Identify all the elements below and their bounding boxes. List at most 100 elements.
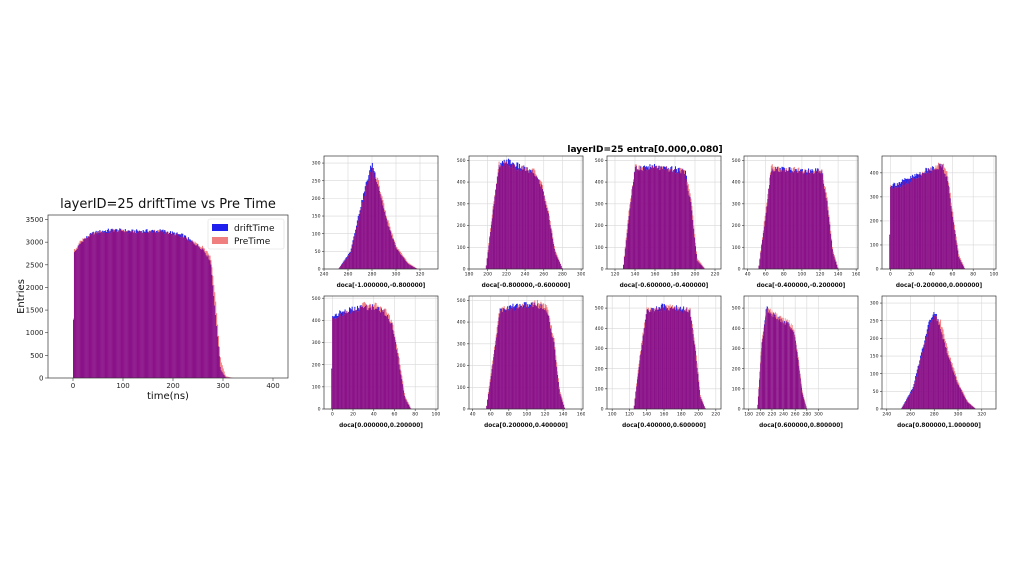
histogram-bar-excess bbox=[516, 162, 518, 171]
histogram-bar bbox=[374, 308, 376, 409]
histogram-bar-excess bbox=[804, 399, 805, 401]
histogram-bar-excess bbox=[919, 360, 921, 364]
histogram-bar-excess bbox=[789, 323, 790, 327]
y-tick-label: 100 bbox=[457, 385, 466, 391]
histogram-bar bbox=[110, 232, 112, 378]
histogram-bar bbox=[670, 169, 672, 269]
histogram-bar-excess bbox=[357, 307, 359, 312]
histogram-bar bbox=[646, 309, 648, 409]
histogram-bar bbox=[776, 168, 778, 269]
histogram-bar-excess bbox=[497, 169, 499, 173]
histogram-bar bbox=[652, 309, 654, 409]
y-tick-label: 100 bbox=[870, 371, 879, 377]
histogram-bar bbox=[504, 163, 506, 269]
histogram-bar bbox=[75, 249, 77, 378]
histogram-bar-excess bbox=[778, 167, 780, 172]
histogram-bar bbox=[641, 170, 643, 269]
y-tick-label: 200 bbox=[732, 366, 741, 372]
histogram-bar bbox=[218, 356, 220, 378]
histogram-bar bbox=[695, 360, 697, 409]
histogram-bar bbox=[678, 308, 680, 409]
histogram-bar bbox=[636, 379, 638, 409]
histogram-bar-excess bbox=[364, 301, 366, 307]
histogram-bar bbox=[654, 167, 656, 269]
histogram-bar bbox=[699, 396, 701, 409]
histogram-bar bbox=[550, 332, 552, 409]
histogram-bar bbox=[644, 327, 646, 409]
histogram-bar-excess bbox=[945, 341, 947, 347]
histogram-bar bbox=[356, 223, 358, 269]
histogram-bar bbox=[183, 237, 185, 378]
histogram-bar-excess bbox=[382, 200, 384, 206]
histogram-bar-excess bbox=[341, 263, 343, 264]
histogram-bar bbox=[932, 319, 934, 409]
histogram-bar bbox=[510, 167, 512, 269]
legend-label-drifttime: driftTime bbox=[234, 224, 275, 234]
histogram-bar bbox=[682, 312, 684, 409]
histogram-bar bbox=[551, 233, 553, 269]
histogram-bar-excess bbox=[106, 229, 108, 232]
histogram-bar bbox=[219, 366, 221, 378]
histogram-bar-excess bbox=[515, 305, 517, 311]
histogram-bar bbox=[826, 200, 828, 269]
histogram-bar-excess bbox=[757, 395, 759, 397]
histogram-bar bbox=[546, 312, 548, 409]
histogram-bar bbox=[969, 403, 971, 409]
histogram-bar bbox=[89, 236, 91, 378]
histogram-bar-excess bbox=[371, 306, 373, 310]
histogram-bar-excess bbox=[103, 231, 105, 232]
histogram-bar bbox=[775, 167, 777, 269]
histogram-bar bbox=[189, 242, 191, 378]
histogram-bar bbox=[697, 373, 699, 409]
histogram-bar bbox=[556, 366, 558, 409]
histogram-bar-excess bbox=[954, 371, 956, 375]
histogram-bar bbox=[794, 169, 796, 269]
histogram-bar bbox=[925, 336, 927, 409]
histogram-bar bbox=[955, 240, 957, 269]
histogram-bar bbox=[548, 219, 550, 269]
histogram-bar bbox=[926, 173, 928, 269]
histogram-bar bbox=[913, 178, 915, 269]
histogram-bar-excess bbox=[389, 226, 391, 230]
histogram-bar bbox=[490, 224, 492, 269]
histogram-bar bbox=[124, 231, 126, 378]
histogram-bar-excess bbox=[766, 306, 768, 313]
histogram-bar bbox=[355, 310, 357, 409]
histogram-bar-excess bbox=[75, 248, 77, 250]
histogram-bar-excess bbox=[684, 170, 687, 175]
x-tick-label: 300 bbox=[954, 412, 963, 418]
histogram-bar-excess bbox=[372, 168, 374, 173]
histogram-bar bbox=[772, 314, 773, 409]
histogram-bar bbox=[162, 232, 164, 378]
histogram-bar-excess bbox=[489, 235, 491, 238]
histogram-bar-excess bbox=[940, 319, 942, 330]
histogram-bar bbox=[555, 359, 557, 409]
histogram-bar bbox=[921, 352, 923, 409]
histogram-bar-excess bbox=[643, 165, 646, 168]
histogram-bar-excess bbox=[801, 385, 803, 388]
histogram-bar bbox=[149, 232, 151, 378]
histogram-bar-excess bbox=[659, 307, 661, 312]
histogram-bar bbox=[807, 172, 809, 269]
histogram-bar-excess bbox=[337, 316, 339, 318]
histogram-bar-excess bbox=[962, 392, 964, 394]
histogram-bar-excess bbox=[662, 167, 664, 169]
histogram-bar-excess bbox=[217, 335, 220, 347]
histogram-bar bbox=[196, 245, 198, 378]
histogram-bar-excess bbox=[530, 170, 532, 173]
histogram-bar bbox=[540, 186, 542, 269]
histogram-bar bbox=[409, 264, 411, 269]
histogram-bar bbox=[393, 242, 395, 269]
histogram-bar-excess bbox=[646, 167, 648, 171]
histogram-bar-excess bbox=[696, 258, 698, 261]
histogram-bar-excess bbox=[403, 256, 405, 259]
histogram-bar-excess bbox=[553, 241, 555, 244]
histogram-bar-excess bbox=[107, 228, 109, 233]
histogram-bar bbox=[773, 171, 775, 269]
histogram-bar-excess bbox=[809, 169, 811, 174]
histogram-bar bbox=[918, 174, 920, 269]
histogram-bar bbox=[895, 187, 897, 269]
histogram-bar bbox=[642, 170, 644, 269]
histogram-bar bbox=[815, 171, 818, 269]
x-tick-label: 100 bbox=[608, 412, 617, 418]
